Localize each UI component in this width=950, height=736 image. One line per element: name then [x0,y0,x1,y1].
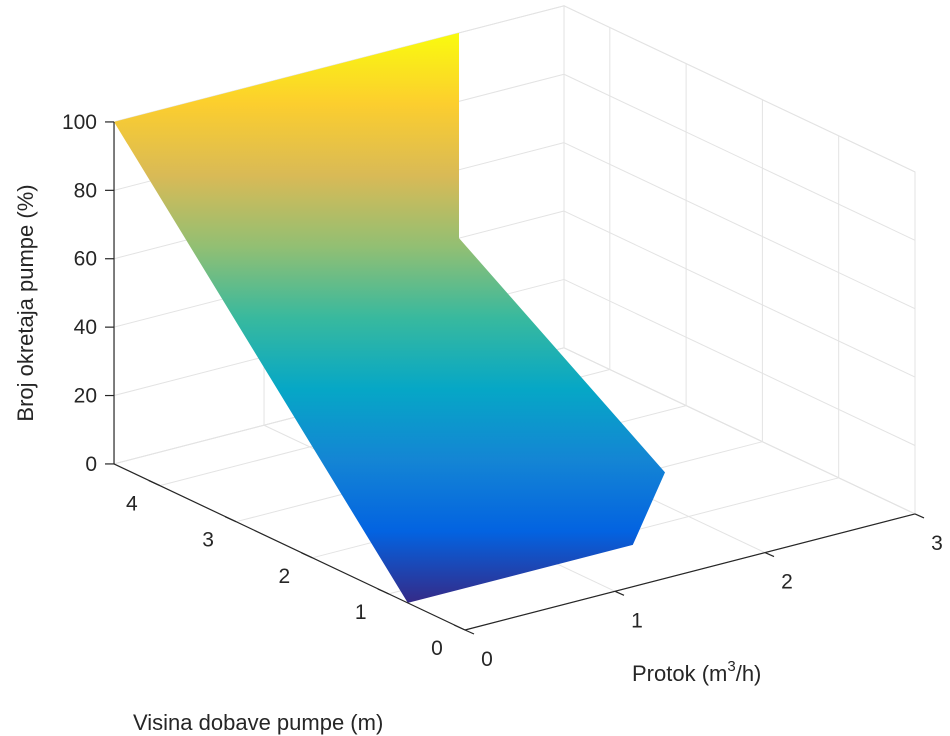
z-tick-label: 0 [85,453,97,476]
x-axis-label-main: Protok (m [632,661,727,686]
x-tick-label: 0 [481,648,493,671]
surface-patch [114,32,665,603]
y-tick-label: 4 [126,493,138,516]
x-axis-label: Protok (m3/h) [632,658,761,686]
x-tick-label: 2 [781,571,793,594]
x-tick-label: 1 [631,609,643,632]
z-tick-label: 20 [74,385,97,408]
axis-layer [113,121,916,631]
x-tick-label: 3 [931,532,943,555]
z-gridline-side [563,210,916,378]
y-tick [453,624,466,631]
y-tick [377,588,389,595]
z-gridline-side [563,347,916,515]
z-tick-label: 40 [74,316,97,339]
y-tick [148,480,161,487]
y-tick-label: 3 [202,529,214,552]
y-axis-line [113,463,466,631]
y-tick [301,552,313,559]
x-axis-line [464,513,916,631]
z-axis-label: Broj okretaja pumpe (%) [13,184,38,421]
z-tick-label: 80 [74,179,97,202]
x-tick [614,590,625,596]
z-tick-label: 100 [62,111,97,134]
x-tick [764,552,775,558]
x-axis-label-sup: 3 [727,658,735,675]
y-tick-label: 1 [355,601,367,624]
z-gridline-side [563,142,916,310]
y-axis-label: Visina dobave pumpe (m) [133,710,383,735]
y-tick-label: 0 [431,637,443,660]
y-tick [224,516,237,523]
z-gridline-side [563,73,916,241]
z-tick-label: 60 [74,248,97,271]
surface-layer [114,32,665,603]
x-tick [464,629,475,635]
z-gridline-side [563,5,916,173]
y-tick-label: 2 [279,565,291,588]
x-axis-label-suffix: /h) [736,661,762,686]
z-gridline-side [563,278,916,446]
x-tick [914,513,925,519]
